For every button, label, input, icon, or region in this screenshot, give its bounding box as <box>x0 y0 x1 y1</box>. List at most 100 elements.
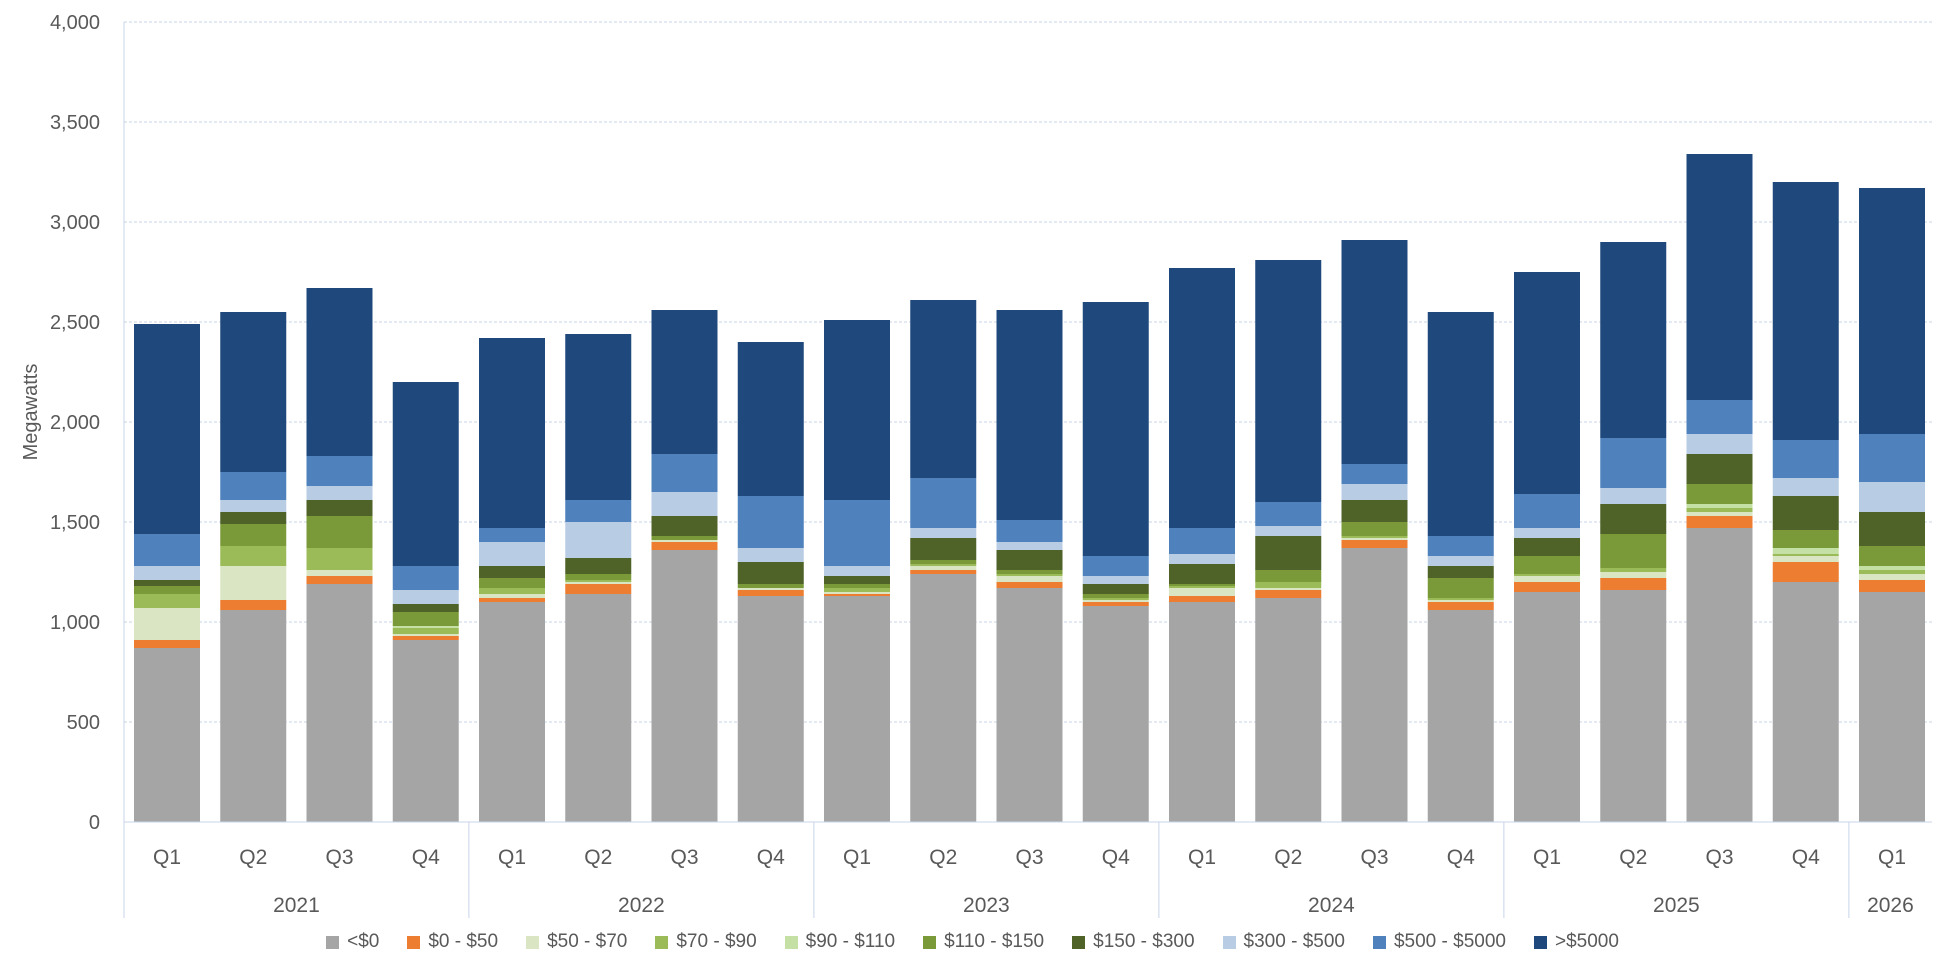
y-tick-label: 0 <box>89 812 100 834</box>
bar-segment <box>1514 528 1580 538</box>
bar-segment <box>1686 484 1753 504</box>
bar-segment <box>824 594 890 596</box>
bar-segment <box>565 558 632 574</box>
bar-segment <box>306 288 373 456</box>
bar-segment <box>1859 592 1925 822</box>
bar-segment <box>1772 554 1839 556</box>
bar-segment <box>1772 182 1839 440</box>
bar-segment <box>392 612 459 626</box>
bar-segment <box>1082 576 1149 584</box>
bar-segment <box>134 648 200 822</box>
bar-segment <box>134 640 200 648</box>
bar-segment <box>220 600 287 610</box>
legend-item: $90 - $110 <box>784 928 896 956</box>
bar-segment <box>220 610 287 822</box>
bar-segment <box>910 300 977 478</box>
legend-label: $110 - $150 <box>944 931 1045 952</box>
bar-segment <box>1600 590 1667 822</box>
legend-item: <$0 <box>326 928 379 956</box>
bar-segment <box>1255 598 1322 822</box>
bar-segment <box>1859 580 1925 592</box>
x-tick-label: Q3 <box>1360 846 1388 869</box>
bar-segment <box>392 626 459 628</box>
bar-segment <box>824 320 890 500</box>
bar-segment <box>1255 582 1322 588</box>
bar-segment <box>565 574 632 580</box>
bar-segment <box>1600 242 1667 438</box>
x-tick-label: Q3 <box>670 846 698 869</box>
bar-segment <box>737 342 804 496</box>
bar-segment <box>479 594 545 598</box>
bar-segment <box>1341 464 1408 484</box>
bar-segment <box>1772 582 1839 822</box>
bar-segment <box>996 520 1063 542</box>
bar-segment <box>392 634 459 636</box>
x-tick-label: Q4 <box>412 846 440 869</box>
bar-segment <box>1169 528 1235 554</box>
bar-segment <box>1082 594 1149 598</box>
bar-segment <box>1341 500 1408 522</box>
x-tick-label: Q1 <box>843 846 871 869</box>
bar-segment <box>392 566 459 590</box>
legend-label: $0 - $50 <box>428 931 499 952</box>
bar-segment <box>651 540 718 542</box>
x-tick-label: Q3 <box>1705 846 1733 869</box>
bar-segment <box>1859 188 1925 434</box>
bar-segment <box>1514 592 1580 822</box>
legend-item: $110 - $150 <box>923 928 1044 956</box>
group-label: 2022 <box>618 894 665 917</box>
bar-segment <box>1255 260 1322 502</box>
bar-segment <box>479 602 545 822</box>
bar-segment <box>1772 562 1839 582</box>
bar-segment <box>565 584 632 594</box>
bar-segment <box>1686 454 1753 484</box>
legend-item: $500 - $5000 <box>1372 928 1506 956</box>
bar-segment <box>392 636 459 640</box>
legend-label: $50 - $70 <box>547 931 628 952</box>
bar-segment <box>1859 574 1925 580</box>
bar-segment <box>824 596 890 822</box>
bar-segment <box>910 566 977 570</box>
bar-segment <box>392 382 459 566</box>
legend-swatch <box>1372 935 1386 949</box>
bar-segment <box>392 604 459 612</box>
bar-segment <box>1427 578 1494 598</box>
legend-label: $90 - $110 <box>805 931 896 952</box>
legend-swatch <box>923 935 937 949</box>
bar-segment <box>1427 536 1494 556</box>
bar-segment <box>479 338 545 528</box>
bar-segment <box>392 628 459 634</box>
x-tick-label: Q4 <box>1792 846 1820 869</box>
bar-segment <box>1341 484 1408 500</box>
bar-segment <box>1859 512 1925 546</box>
bar-segment <box>479 588 545 594</box>
bar-segment <box>1341 536 1408 538</box>
bar-segment <box>1427 312 1494 536</box>
bar-segment <box>306 584 373 822</box>
bar-segment <box>651 550 718 822</box>
bar-segment <box>1255 570 1322 582</box>
bar-segment <box>737 548 804 562</box>
bar-segment <box>1600 504 1667 534</box>
bar-segment <box>1169 554 1235 564</box>
bar-segment <box>220 512 287 524</box>
legend-swatch <box>784 935 798 949</box>
bar-segment <box>134 534 200 566</box>
bar-segment <box>737 588 804 590</box>
bar-segment <box>1427 556 1494 566</box>
bar-segment <box>1772 478 1839 496</box>
x-tick-label: Q1 <box>1188 846 1216 869</box>
bar-segment <box>737 562 804 584</box>
y-tick-label: 3,000 <box>50 212 100 234</box>
bar-segment <box>1427 602 1494 610</box>
bar-segment <box>1514 576 1580 582</box>
bar-segment <box>1169 584 1235 586</box>
legend-swatch <box>655 935 669 949</box>
bar-segment <box>737 596 804 822</box>
bar-segment <box>1082 556 1149 576</box>
bar-segment <box>651 310 718 454</box>
bar-segment <box>1427 610 1494 822</box>
bar-segment <box>220 546 287 566</box>
bar-segment <box>1082 600 1149 602</box>
